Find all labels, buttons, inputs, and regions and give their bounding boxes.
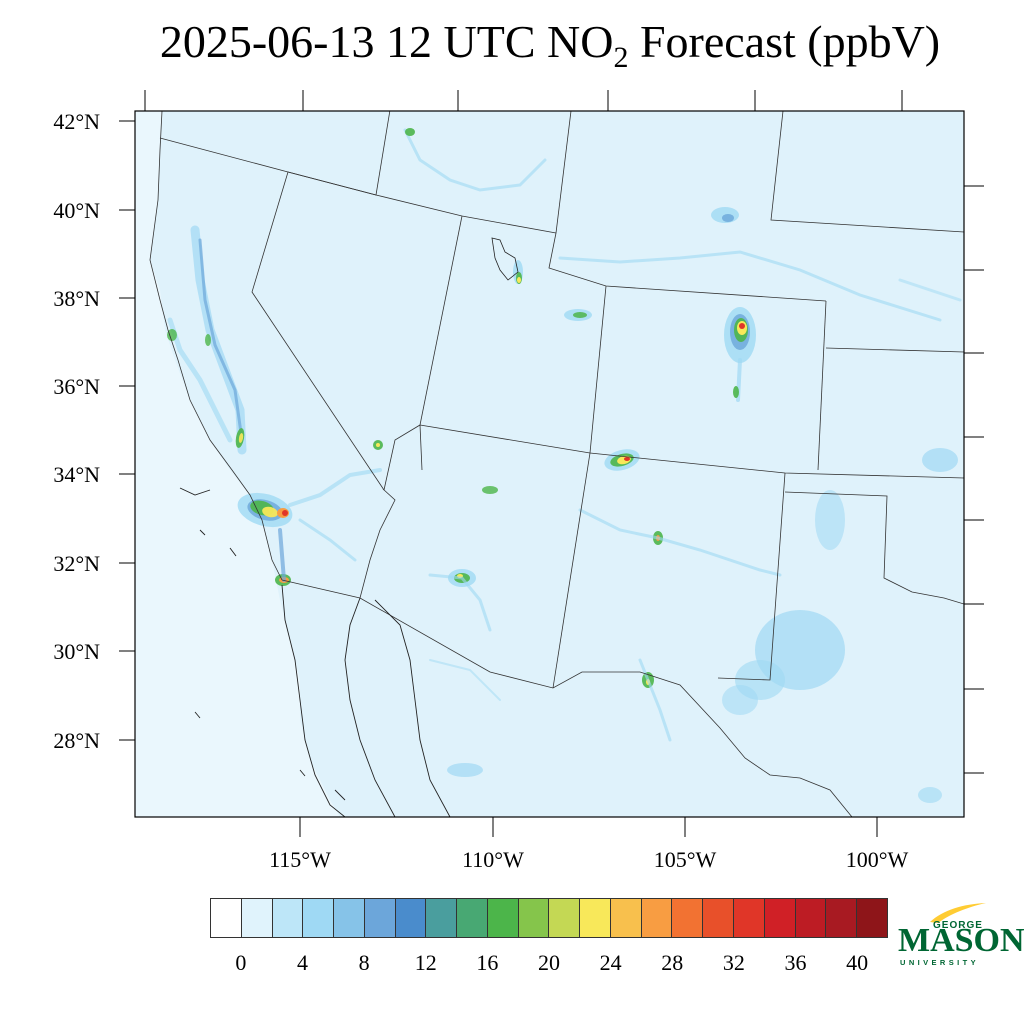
no2-road-plume	[298, 518, 357, 562]
no2-plume	[722, 685, 758, 715]
colorbar-box	[426, 898, 458, 938]
colorbar-box	[857, 898, 888, 938]
colorbar-box	[734, 898, 765, 938]
colorbar-box	[241, 898, 273, 938]
colorbar-box	[641, 898, 673, 938]
logo-mason: MASON	[898, 922, 1024, 959]
state-borders	[149, 111, 964, 817]
colorbar-tick-label: 20	[538, 950, 560, 975]
no2-plume	[405, 128, 415, 136]
lat-label-28n: 28°N	[53, 728, 100, 753]
colorbar-tick-label: 4	[296, 950, 308, 975]
lat-label-40n: 40°N	[53, 198, 100, 223]
map-frame	[134, 110, 965, 818]
colorbar-box	[334, 898, 365, 938]
colorbar	[210, 898, 888, 938]
title-subscript: 2	[613, 41, 629, 74]
logo-swoosh-icon	[930, 903, 986, 923]
no2-plume	[922, 448, 958, 472]
lat-label-38n: 38°N	[53, 286, 100, 311]
colorbar-box	[703, 898, 735, 938]
logo-george: GEORGE	[933, 920, 983, 931]
lat-label-36n: 36°N	[53, 374, 100, 399]
colorbar-tick-label: 36	[784, 950, 807, 975]
no2-plume	[376, 443, 380, 447]
colorbar-tick-label: 24	[599, 950, 622, 975]
no2-road-plume	[428, 573, 492, 632]
colorbar-box	[457, 898, 488, 938]
lon-label-115w: 115°W	[269, 847, 331, 872]
colorbar-box	[610, 898, 642, 938]
logo-university: UNIVERSITY	[900, 958, 980, 967]
no2-road-plume	[288, 468, 382, 507]
colorbar-box	[826, 898, 858, 938]
colorbar-tick-label: 12	[414, 950, 437, 975]
lon-label-105w: 105°W	[653, 847, 717, 872]
lon-label-100w: 100°W	[845, 847, 909, 872]
ocean-region	[135, 111, 340, 817]
no2-plume	[573, 312, 587, 318]
no2-plumes	[167, 128, 962, 803]
no2-plume	[624, 457, 630, 461]
no2-road-plume	[278, 528, 286, 582]
map-title: 2025-06-13 12 UTC NO2 Forecast (ppbV)	[0, 14, 1024, 86]
colorbar-tick-label: 32	[722, 950, 745, 975]
no2-plume	[205, 334, 211, 346]
colorbar-tick-label: 40	[846, 950, 869, 975]
colorbar-box	[487, 898, 519, 938]
no2-road-plume	[198, 238, 244, 442]
colorbar-tick-label: 0	[235, 950, 247, 975]
colorbar-box	[210, 898, 242, 938]
no2-plume	[262, 506, 278, 518]
colorbar-box	[518, 898, 550, 938]
title-prefix: 2025-06-13 12 UTC NO	[159, 16, 614, 67]
no2-plume	[282, 510, 288, 516]
no2-road-plume	[167, 317, 233, 443]
no2-plume	[167, 329, 177, 341]
lat-label-34n: 34°N	[53, 462, 100, 487]
lat-label-32n: 32°N	[53, 551, 100, 576]
no2-plume	[517, 277, 521, 283]
colorbar-box	[672, 898, 704, 938]
coastlines	[179, 487, 451, 817]
no2-plume	[238, 433, 244, 443]
no2-road-plume	[429, 659, 501, 701]
no2-plume	[918, 787, 942, 803]
colorbar-tick-label: 28	[661, 950, 684, 975]
no2-plume	[447, 763, 483, 777]
no2-road-plume	[403, 128, 547, 192]
colorbar-box	[272, 898, 304, 938]
colorbar-box	[303, 898, 335, 938]
great-salt-lake	[491, 237, 519, 281]
no2-road-plume	[898, 278, 962, 302]
no2-plume	[815, 490, 845, 550]
no2-road-plume	[638, 658, 672, 742]
lat-label-30n: 30°N	[53, 639, 100, 664]
no2-plume	[739, 323, 745, 329]
axis-ticks	[119, 90, 984, 837]
colorbar-tick-label: 8	[358, 950, 370, 975]
no2-road-plume	[558, 250, 942, 322]
title-suffix: Forecast (ppbV)	[628, 16, 941, 67]
lat-label-42n: 42°N	[53, 109, 100, 134]
gmu-logo: GEORGE MASON UNIVERSITY	[898, 902, 1024, 972]
colorbar-tick-label: 16	[476, 950, 499, 975]
colorbar-box	[580, 898, 611, 938]
colorbar-box	[795, 898, 827, 938]
colorbar-box	[764, 898, 796, 938]
lon-label-110w: 110°W	[462, 847, 524, 872]
no2-plume	[722, 214, 734, 222]
no2-plume	[482, 486, 498, 494]
colorbar-box	[549, 898, 581, 938]
no2-road-plume	[578, 508, 782, 577]
colorbar-box	[395, 898, 427, 938]
colorbar-box	[364, 898, 396, 938]
no2-plume	[733, 386, 739, 398]
